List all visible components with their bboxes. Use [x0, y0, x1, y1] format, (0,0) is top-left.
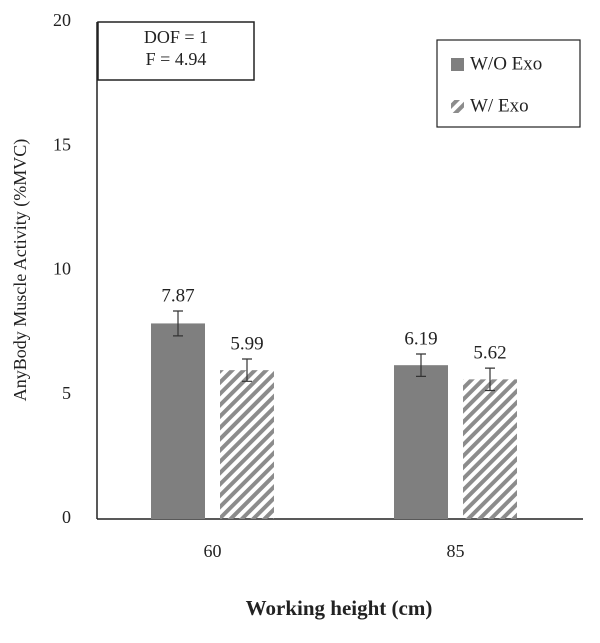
legend-label: W/O Exo [470, 53, 542, 74]
bar [220, 370, 274, 519]
data-label: 7.87 [161, 285, 194, 306]
bar [394, 365, 448, 519]
legend-swatch [451, 58, 464, 71]
legend-swatch [451, 100, 464, 113]
y-axis-label: AnyBody Muscle Activity (%MVC) [10, 139, 31, 402]
data-label: 6.19 [404, 328, 437, 349]
x-tick-label: 85 [447, 541, 465, 561]
annotation-box [97, 21, 255, 81]
data-label: 5.62 [473, 343, 506, 364]
x-axis-label: Working height (cm) [246, 596, 433, 620]
y-tick-label: 20 [53, 10, 71, 30]
error-bar [485, 367, 495, 392]
error-bar [173, 310, 183, 337]
legend-label: W/ Exo [470, 95, 529, 116]
bar [151, 323, 205, 519]
annotation: DOF = 1 [144, 27, 208, 47]
y-tick-label: 10 [53, 259, 71, 279]
y-tick-label: 5 [62, 383, 71, 403]
error-bar [416, 353, 426, 377]
y-tick-label: 15 [53, 134, 71, 154]
error-bar [242, 358, 252, 382]
x-tick-label: 60 [204, 541, 222, 561]
data-label: 5.99 [230, 333, 263, 354]
y-tick-label: 0 [62, 507, 71, 527]
annotation: F = 4.94 [146, 49, 207, 69]
bar [463, 379, 517, 519]
